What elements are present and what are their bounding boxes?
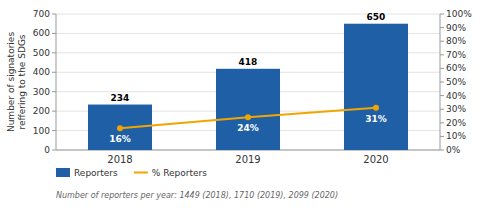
legend-label: % Reporters xyxy=(152,168,207,178)
x-tick-label: 2020 xyxy=(363,154,388,165)
bar xyxy=(344,24,408,150)
tick-mark xyxy=(440,41,444,42)
tick-mark xyxy=(440,82,444,83)
tick-label: 20% xyxy=(446,118,466,128)
tick-label: 40% xyxy=(446,91,466,101)
tick-mark xyxy=(52,91,56,92)
bar-label: 418 xyxy=(239,57,258,67)
tick-label: 500 xyxy=(33,48,50,58)
tick-mark xyxy=(52,72,56,73)
tick-mark xyxy=(52,111,56,112)
tick-label: 10% xyxy=(446,131,466,141)
tick-label: 100% xyxy=(446,9,472,19)
tick-mark xyxy=(440,68,444,69)
line-label: 24% xyxy=(237,123,259,133)
y-axis-label: Number of signatoriesreffering to the SD… xyxy=(6,32,27,132)
tick-label: 200 xyxy=(33,106,50,116)
tick-label: 30% xyxy=(446,104,466,114)
tick-mark xyxy=(440,27,444,28)
tick-mark xyxy=(52,130,56,131)
tick-label: 50% xyxy=(446,77,466,87)
line-label: 16% xyxy=(109,134,131,144)
tick-mark xyxy=(52,52,56,53)
y2-axis xyxy=(440,14,441,150)
tick-label: 300 xyxy=(33,87,50,97)
tick-label: 100 xyxy=(33,126,50,136)
tick-label: 0% xyxy=(446,145,461,155)
x-tick-label: 2019 xyxy=(235,154,260,165)
legend: Reporters % Reporters xyxy=(56,168,207,178)
legend-swatch xyxy=(56,168,70,177)
tick-mark xyxy=(440,14,444,15)
tick-mark xyxy=(52,33,56,34)
tick-mark xyxy=(440,54,444,55)
tick-mark xyxy=(52,150,56,151)
tick-label: 0 xyxy=(44,145,50,155)
tick-mark xyxy=(440,95,444,96)
tick-label: 60% xyxy=(446,63,466,73)
line-label: 31% xyxy=(365,114,387,124)
plot-marks xyxy=(88,24,408,150)
bar-label: 650 xyxy=(367,12,386,22)
tick-mark xyxy=(440,109,444,110)
line-marker xyxy=(373,105,379,111)
tick-label: 700 xyxy=(33,9,50,19)
footnote: Number of reporters per year: 1449 (2018… xyxy=(56,191,338,200)
legend-label: Reporters xyxy=(74,168,118,178)
y-axis-label-line: reffering to the SDGs xyxy=(17,34,27,129)
tick-label: 400 xyxy=(33,67,50,77)
x-tick-label: 2018 xyxy=(107,154,132,165)
tick-label: 70% xyxy=(446,50,466,60)
bar-label: 234 xyxy=(111,93,130,103)
y-axis xyxy=(56,14,57,150)
tick-label: 600 xyxy=(33,28,50,38)
line-marker xyxy=(245,114,251,120)
legend-swatch xyxy=(134,172,148,174)
line-marker xyxy=(117,125,123,131)
chart: 0 100 200 300 400 500 600 700 0% 10% 20% 30% 40% 50% 6… xyxy=(0,0,480,216)
tick-label: 90% xyxy=(446,23,466,33)
tick-mark xyxy=(440,136,444,137)
tick-mark xyxy=(440,150,444,151)
tick-label: 80% xyxy=(446,36,466,46)
tick-mark xyxy=(52,14,56,15)
tick-mark xyxy=(440,122,444,123)
bar xyxy=(216,69,280,150)
y-axis-label-line: Number of signatories xyxy=(6,32,16,132)
